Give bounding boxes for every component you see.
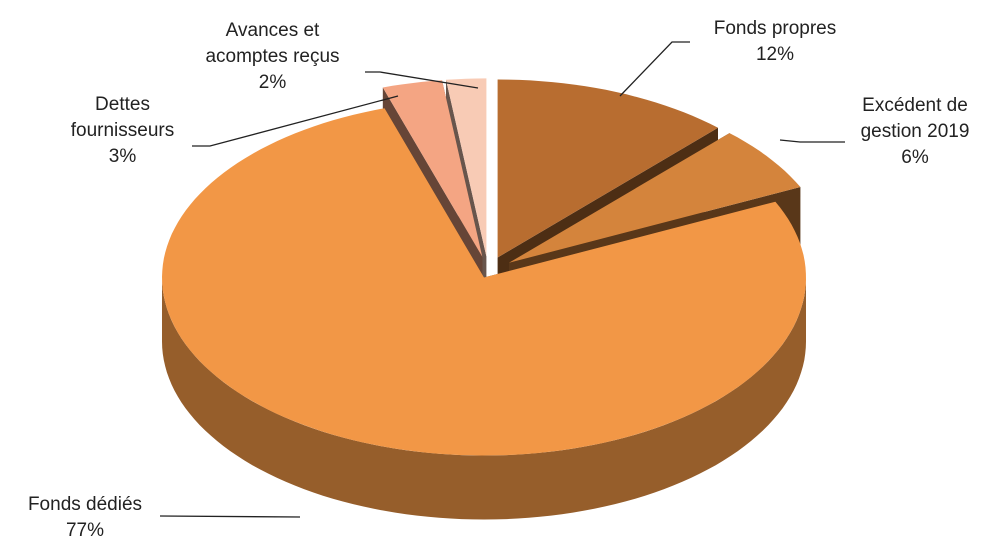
label-value: 12% — [755, 44, 795, 65]
label-value: 3% — [108, 146, 137, 167]
label-name: Avances et acomptes reçus — [205, 20, 340, 67]
slice-label: Avances et acomptes reçus 2% — [185, 18, 360, 96]
label-value: 77% — [65, 520, 105, 541]
label-name: Dettes fournisseurs — [70, 94, 175, 141]
slice — [382, 80, 483, 257]
slice — [497, 79, 718, 258]
leader-line — [365, 71, 479, 89]
leader-line — [779, 139, 845, 143]
label-name: Excédent de gestion 2019 — [860, 95, 970, 142]
label-name: Fonds dédiés — [27, 494, 143, 515]
slice-side — [162, 277, 806, 520]
leader-line — [619, 41, 690, 97]
label-name: Fonds propres — [713, 18, 837, 39]
label-value: 6% — [901, 147, 929, 168]
leader-line — [159, 515, 301, 518]
slice — [509, 133, 801, 263]
leader-line — [192, 95, 399, 147]
slice-label: Excédent de gestion 2019 6% — [845, 93, 985, 171]
slice-label: Dettes fournisseurs 3% — [50, 92, 195, 170]
slice — [162, 108, 806, 456]
slice — [446, 78, 487, 257]
label-value: 2% — [258, 72, 287, 93]
slice-label: Fonds propres 12% — [685, 16, 865, 68]
slice-label: Fonds dédiés 77% — [5, 492, 165, 544]
